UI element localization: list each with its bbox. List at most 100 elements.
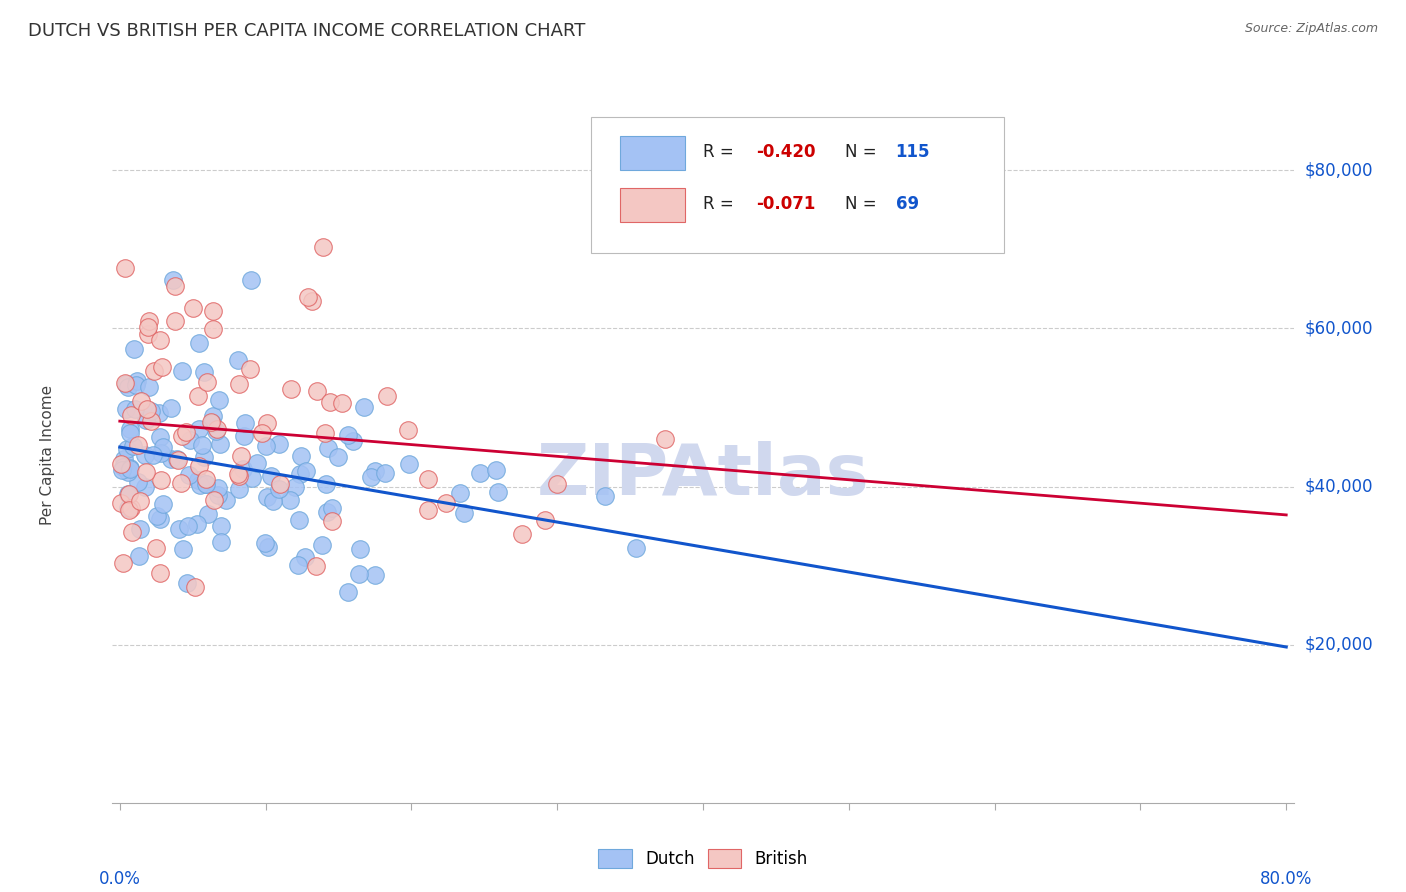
Point	[193, 365, 215, 379]
Point	[269, 482, 291, 496]
Point	[110, 496, 132, 510]
Text: $60,000: $60,000	[1305, 319, 1374, 337]
Point	[134, 448, 156, 462]
Point	[207, 488, 229, 502]
Point	[468, 467, 491, 481]
Text: 115: 115	[896, 144, 929, 161]
Point	[166, 452, 188, 467]
Point	[190, 438, 212, 452]
Point	[288, 467, 311, 481]
Point	[176, 576, 198, 591]
Point	[374, 466, 396, 480]
Point	[207, 481, 229, 495]
Point	[188, 335, 211, 350]
Point	[316, 505, 339, 519]
Point	[201, 417, 224, 431]
Text: N =: N =	[845, 144, 882, 161]
Point	[278, 492, 301, 507]
Point	[163, 314, 186, 328]
Point	[328, 450, 350, 464]
Text: Source: ZipAtlas.com: Source: ZipAtlas.com	[1244, 22, 1378, 36]
Point	[209, 518, 232, 533]
Point	[256, 439, 278, 453]
Point	[229, 449, 252, 463]
Point	[246, 456, 269, 470]
Point	[134, 480, 156, 494]
Point	[256, 416, 278, 430]
Point	[120, 500, 142, 515]
Point	[135, 465, 157, 479]
Point	[202, 492, 225, 507]
Point	[485, 463, 508, 477]
Point	[239, 362, 262, 376]
Point	[312, 240, 335, 254]
Point	[194, 476, 217, 491]
Point	[321, 501, 343, 516]
Point	[174, 425, 197, 439]
Point	[208, 392, 231, 407]
Point	[118, 425, 141, 440]
Point	[136, 319, 159, 334]
Point	[364, 567, 387, 582]
Point	[142, 448, 165, 462]
Point	[280, 382, 302, 396]
Text: 0.0%: 0.0%	[98, 870, 141, 888]
Point	[179, 433, 201, 447]
Point	[347, 566, 370, 581]
Point	[159, 401, 181, 415]
Text: $80,000: $80,000	[1305, 161, 1374, 179]
Point	[165, 279, 187, 293]
Point	[321, 514, 343, 528]
Point	[127, 475, 149, 489]
Point	[318, 441, 340, 455]
Point	[112, 556, 135, 570]
Point	[184, 580, 207, 594]
Point	[128, 549, 150, 564]
Text: R =: R =	[703, 144, 740, 161]
Point	[205, 424, 228, 438]
Point	[186, 517, 208, 532]
Point	[434, 496, 457, 510]
Point	[375, 389, 398, 403]
Point	[546, 476, 568, 491]
Point	[121, 439, 143, 453]
Text: -0.071: -0.071	[756, 195, 815, 213]
Point	[188, 477, 211, 491]
Point	[254, 536, 277, 550]
Text: R =: R =	[703, 195, 740, 213]
Point	[162, 273, 184, 287]
Point	[135, 401, 157, 416]
Point	[209, 534, 232, 549]
Point	[188, 458, 211, 473]
Point	[152, 497, 174, 511]
Point	[112, 451, 135, 466]
Point	[205, 422, 228, 436]
Point	[118, 503, 141, 517]
Point	[149, 566, 172, 581]
Point	[240, 470, 263, 484]
Point	[349, 542, 371, 557]
Point	[187, 473, 209, 487]
Point	[129, 494, 152, 508]
Point	[170, 364, 193, 378]
Point	[149, 334, 172, 348]
Point	[269, 477, 291, 491]
Point	[118, 461, 141, 475]
Point	[353, 401, 375, 415]
Point	[208, 437, 231, 451]
Point	[193, 450, 215, 465]
Point	[124, 401, 146, 416]
Point	[197, 507, 219, 521]
Point	[295, 464, 318, 478]
Point	[170, 476, 193, 491]
Point	[398, 457, 420, 471]
Point	[181, 301, 204, 315]
Point	[240, 272, 263, 286]
Point	[167, 522, 190, 536]
Text: DUTCH VS BRITISH PER CAPITA INCOME CORRELATION CHART: DUTCH VS BRITISH PER CAPITA INCOME CORRE…	[28, 22, 585, 40]
Point	[141, 404, 163, 418]
Point	[118, 486, 141, 500]
Point	[228, 468, 250, 483]
Point	[148, 406, 170, 420]
Point	[330, 396, 353, 410]
